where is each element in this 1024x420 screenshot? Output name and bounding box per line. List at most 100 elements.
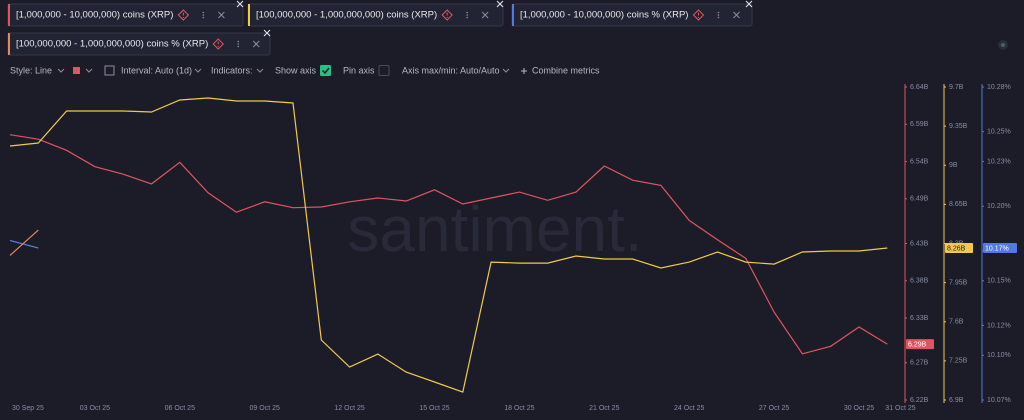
menu-dot bbox=[202, 11, 205, 14]
color-picker[interactable] bbox=[73, 67, 80, 74]
metric-tab[interactable]: [1,000,000 - 10,000,000) coins % (XRP) bbox=[511, 0, 753, 27]
y-tick-label: 10.10% bbox=[987, 352, 1011, 359]
remove-icon[interactable] bbox=[252, 40, 260, 48]
y-tick-label: 9.35B bbox=[949, 123, 968, 130]
last-value-label: 10.17% bbox=[985, 245, 1009, 252]
remove-icon[interactable] bbox=[733, 11, 740, 19]
chevron bbox=[502, 68, 510, 73]
x-tick-label: 21 Oct 25 bbox=[589, 405, 619, 412]
toolbar: Style: Line Interval: Auto (1d) Indicato… bbox=[10, 65, 600, 76]
y-tick-label: 6.22B bbox=[910, 397, 929, 404]
series-line bbox=[9, 229, 39, 256]
y-tick-label: 6.64B bbox=[910, 84, 929, 91]
y-tick-label: 6.54B bbox=[910, 158, 929, 165]
x-tick-label: 27 Oct 25 bbox=[759, 405, 789, 412]
y-tick-label: 6.43B bbox=[910, 240, 929, 247]
y-tick-label: 10.23% bbox=[987, 158, 1011, 165]
menu-dot bbox=[202, 14, 205, 16]
menu-dot bbox=[202, 16, 205, 19]
pin-axis-checkbox[interactable] bbox=[378, 65, 390, 76]
x-tick-label: 24 Oct 25 bbox=[674, 405, 704, 412]
series-line bbox=[9, 239, 39, 249]
close-icon[interactable] bbox=[496, 0, 504, 8]
y-tick-label: 10.12% bbox=[987, 322, 1011, 329]
x-tick-label: 06 Oct 25 bbox=[165, 405, 195, 412]
y-tick-label: 6.27B bbox=[910, 360, 929, 367]
menu-dot bbox=[466, 11, 468, 14]
close-icon[interactable] bbox=[263, 29, 271, 37]
tab-label: [1,000,000 - 10,000,000) coins % (XRP) bbox=[520, 10, 688, 21]
x-tick-label: 30 Sep 25 bbox=[12, 405, 44, 412]
series-line bbox=[9, 134, 888, 355]
indicators-select[interactable]: Indicators: bbox=[211, 65, 253, 75]
menu-dot bbox=[717, 11, 720, 14]
interval-select[interactable]: Interval: Auto (1d) bbox=[121, 65, 192, 75]
metric-tab[interactable]: [100,000,000 - 1,000,000,000) coins (XRP… bbox=[247, 0, 504, 27]
interval-icon bbox=[104, 65, 115, 76]
warning-icon bbox=[692, 9, 705, 21]
checkmark bbox=[321, 67, 330, 75]
tab-label: [100,000,000 - 1,000,000,000) coins % (X… bbox=[16, 39, 208, 50]
y-tick-label: 7.6B bbox=[949, 319, 964, 326]
x-tick-label: 18 Oct 25 bbox=[504, 405, 534, 412]
last-value-badge bbox=[906, 339, 934, 350]
menu-dot bbox=[466, 16, 468, 19]
show-axis-label[interactable]: Show axis bbox=[275, 65, 317, 75]
tab-color-bar bbox=[8, 4, 10, 26]
menu-dot bbox=[466, 14, 468, 16]
status-dot bbox=[1001, 43, 1005, 47]
y-tick-label: 10.25% bbox=[987, 129, 1011, 136]
menu-dot bbox=[717, 16, 720, 19]
last-value-label: 8.26B bbox=[947, 245, 966, 252]
y-tick-label: 7.95B bbox=[949, 279, 968, 286]
axis-maxmin-select[interactable]: Axis max/min: Auto/Auto bbox=[402, 65, 500, 75]
y-tick-label: 10.20% bbox=[987, 203, 1011, 210]
tab-label: [1,000,000 - 10,000,000) coins (XRP) bbox=[16, 10, 173, 21]
chevron bbox=[256, 68, 264, 73]
remove-icon[interactable] bbox=[481, 11, 489, 19]
warning-icon bbox=[212, 38, 224, 50]
style-select[interactable]: Style: Line bbox=[10, 65, 52, 75]
metric-tab[interactable]: [100,000,000 - 1,000,000,000) coins % (X… bbox=[7, 29, 271, 56]
series-line bbox=[9, 97, 888, 393]
last-value-label: 6.29B bbox=[908, 341, 927, 348]
close-icon[interactable] bbox=[745, 0, 753, 8]
tab-color-bar bbox=[8, 33, 10, 55]
menu-dot bbox=[717, 14, 720, 16]
y-tick-label: 10.15% bbox=[987, 278, 1011, 285]
close-icon[interactable] bbox=[236, 0, 244, 8]
y-tick-label: 10.28% bbox=[987, 84, 1011, 91]
watermark: santiment. bbox=[347, 193, 642, 265]
menu-dot bbox=[237, 43, 240, 45]
last-value-badge bbox=[945, 242, 973, 253]
y-tick-label: 6.59B bbox=[910, 121, 929, 128]
warning-icon bbox=[441, 9, 453, 21]
tab-color-bar bbox=[248, 4, 250, 26]
tab-color-bar bbox=[512, 4, 514, 26]
chevron bbox=[194, 68, 202, 73]
x-tick-label: 15 Oct 25 bbox=[419, 405, 449, 412]
y-tick-label: 6.49B bbox=[910, 196, 929, 203]
combine-metrics-button[interactable]: Combine metrics bbox=[532, 65, 600, 75]
plot: 6.64B 6.59B 6.54B 6.49B 6.43B 6.38B 6.33B 6.27B… bbox=[9, 84, 1017, 412]
x-tick-label: 12 Oct 25 bbox=[334, 405, 364, 412]
metric-tab[interactable]: [1,000,000 - 10,000,000) coins (XRP) bbox=[7, 0, 244, 27]
chevron bbox=[57, 68, 65, 73]
chevron bbox=[85, 68, 93, 73]
plus-icon bbox=[521, 68, 527, 74]
y-tick-label: 6.38B bbox=[910, 278, 929, 285]
last-value-badge bbox=[983, 242, 1017, 253]
x-tick-label: 31 Oct 25 bbox=[885, 405, 915, 412]
y-tick-label: 10.07% bbox=[987, 397, 1011, 404]
x-tick-label: 30 Oct 25 bbox=[844, 405, 874, 412]
remove-icon[interactable] bbox=[218, 11, 225, 19]
warning-icon bbox=[177, 9, 190, 21]
pin-axis-label[interactable]: Pin axis bbox=[343, 65, 375, 75]
y-tick-label: 9B bbox=[949, 162, 958, 169]
show-axis-checkbox[interactable] bbox=[320, 65, 331, 76]
y-tick-label: 8.65B bbox=[949, 201, 968, 208]
menu-dot bbox=[237, 40, 240, 43]
y-tick-label: 6.33B bbox=[910, 315, 929, 322]
y-tick-label: 7.25B bbox=[949, 358, 968, 365]
